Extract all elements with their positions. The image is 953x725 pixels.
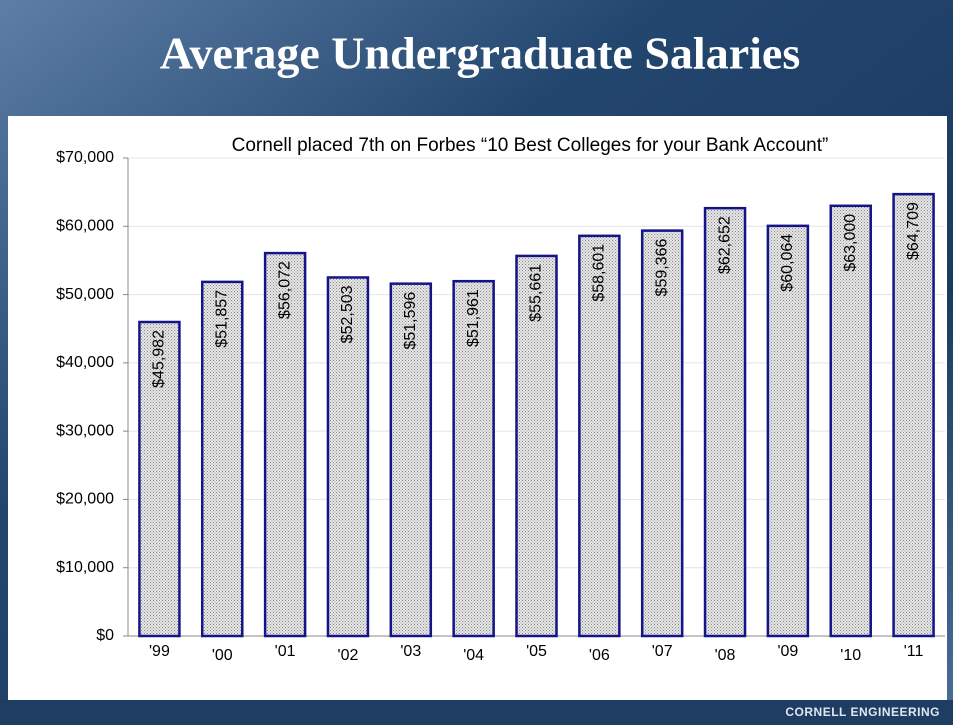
y-tick-label: $70,000 (56, 149, 114, 166)
value-label: $60,064 (779, 234, 796, 292)
bar (263, 251, 307, 638)
bar (452, 279, 495, 638)
bar (326, 276, 370, 638)
chart-subtitle: Cornell placed 7th on Forbes “10 Best Co… (232, 135, 829, 156)
x-tick-label: '11 (904, 643, 924, 660)
bar (703, 206, 747, 638)
footer-text: CORNELL ENGINEERING (785, 705, 940, 719)
x-tick-label: '08 (715, 647, 736, 664)
bar (829, 204, 872, 638)
bar (138, 320, 181, 638)
slide-title: Average Undergraduate Salaries (160, 28, 800, 79)
value-label: $62,652 (716, 216, 733, 274)
y-tick-label: $60,000 (56, 218, 114, 235)
value-label: $63,000 (842, 214, 859, 272)
y-tick-label: $10,000 (56, 559, 114, 576)
y-tick-label: $50,000 (56, 286, 114, 303)
x-tick-label: '01 (275, 643, 296, 660)
bar (640, 229, 684, 638)
value-label: $55,661 (528, 264, 545, 322)
y-tick-label: $20,000 (56, 491, 114, 508)
value-label: $51,596 (402, 292, 419, 350)
value-label: $51,857 (213, 290, 230, 348)
x-tick-label: '02 (338, 647, 359, 664)
bar (515, 254, 558, 638)
bar (201, 280, 244, 638)
x-tick-label: '10 (840, 647, 861, 664)
bar (389, 282, 433, 638)
value-label: $59,366 (653, 239, 670, 297)
bar (766, 224, 810, 638)
bar (892, 192, 935, 638)
bar (578, 234, 621, 638)
x-tick-label: '03 (400, 643, 421, 660)
x-tick-label: '05 (526, 643, 547, 660)
y-tick-label: $40,000 (56, 354, 114, 371)
value-label: $58,601 (591, 244, 608, 302)
x-tick-label: '04 (463, 647, 484, 664)
x-tick-label: '07 (652, 643, 673, 660)
value-label: $51,961 (465, 289, 482, 347)
x-tick-label: '00 (212, 647, 233, 664)
x-tick-label: '06 (589, 647, 610, 664)
value-label: $52,503 (339, 285, 356, 343)
x-tick-label: '09 (777, 643, 798, 660)
x-tick-label: '99 (149, 643, 170, 660)
value-label: $64,709 (905, 202, 922, 260)
y-tick-label: $30,000 (56, 422, 114, 439)
value-label: $56,072 (276, 261, 293, 319)
footer-bar (0, 700, 953, 725)
y-tick-label: $0 (96, 627, 114, 644)
value-label: $45,982 (151, 330, 168, 388)
